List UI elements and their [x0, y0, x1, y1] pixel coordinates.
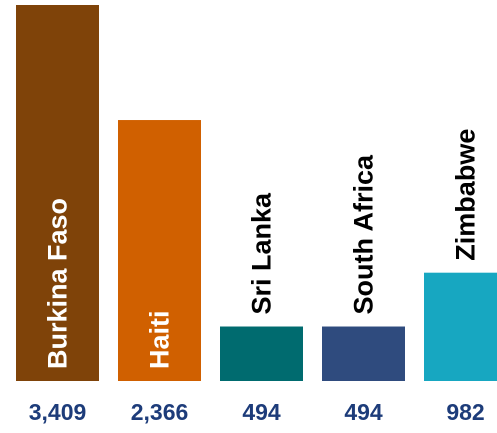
bar-sri-lanka	[220, 326, 303, 381]
value-labels-group: 3,409 2,366 494 494 982	[29, 399, 485, 425]
bars-group	[16, 5, 497, 382]
category-label-burkina-faso: Burkina Faso	[43, 198, 73, 369]
value-label-zimbabwe: 982	[446, 399, 484, 425]
category-label-zimbabwe: Zimbabwe	[451, 129, 481, 261]
bar-south-africa	[322, 326, 405, 381]
value-label-south-africa: 494	[344, 399, 383, 425]
category-label-south-africa: South Africa	[349, 154, 379, 314]
category-labels-group: Burkina Faso Haiti Sri Lanka South Africa Zi…	[43, 129, 481, 369]
category-label-haiti: Haiti	[145, 310, 175, 369]
value-label-haiti: 2,366	[131, 399, 189, 425]
category-label-sri-lanka: Sri Lanka	[247, 192, 277, 315]
bar-burkina-faso	[16, 5, 99, 381]
bar-haiti	[118, 120, 201, 382]
value-label-burkina-faso: 3,409	[29, 399, 87, 425]
bar-zimbabwe	[424, 272, 497, 381]
value-label-sri-lanka: 494	[242, 399, 281, 425]
